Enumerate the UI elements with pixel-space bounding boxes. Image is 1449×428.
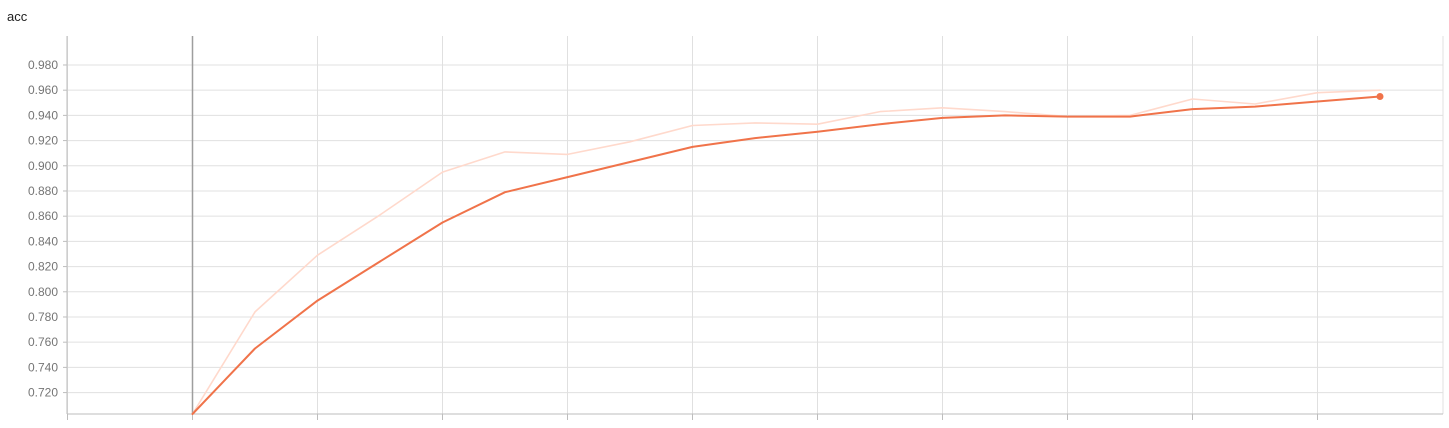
y-tick-labels: 0.720 0.740 0.760 0.780 0.800 0.820 0.840 0.860…	[28, 58, 58, 400]
y-tick-label: 0.880	[28, 184, 58, 198]
axes	[63, 36, 1443, 420]
y-tick-label: 0.780	[28, 310, 58, 324]
y-tick-label: 0.980	[28, 58, 58, 72]
y-tick-label: 0.940	[28, 108, 58, 122]
raw-series-line[interactable]	[191, 89, 1381, 415]
y-tick-label: 0.860	[28, 209, 58, 223]
y-tick-label: 0.760	[28, 335, 58, 349]
y-tick-label: 0.840	[28, 234, 58, 248]
smoothed-series-line[interactable]	[191, 95, 1381, 415]
y-tick-label: 0.820	[28, 260, 58, 274]
y-tick-label: 0.740	[28, 360, 58, 374]
x-gridlines	[67, 36, 1444, 414]
series-lines[interactable]	[191, 89, 1384, 415]
y-tick-label: 0.960	[28, 83, 58, 97]
y-tick-label: 0.720	[28, 386, 58, 400]
y-tick-label: 0.920	[28, 134, 58, 148]
last-point-marker[interactable]	[1376, 92, 1384, 100]
y-gridlines	[67, 64, 1443, 394]
y-tick-label: 0.800	[28, 285, 58, 299]
chart-title: acc	[7, 9, 28, 24]
y-tick-label: 0.900	[28, 159, 58, 173]
